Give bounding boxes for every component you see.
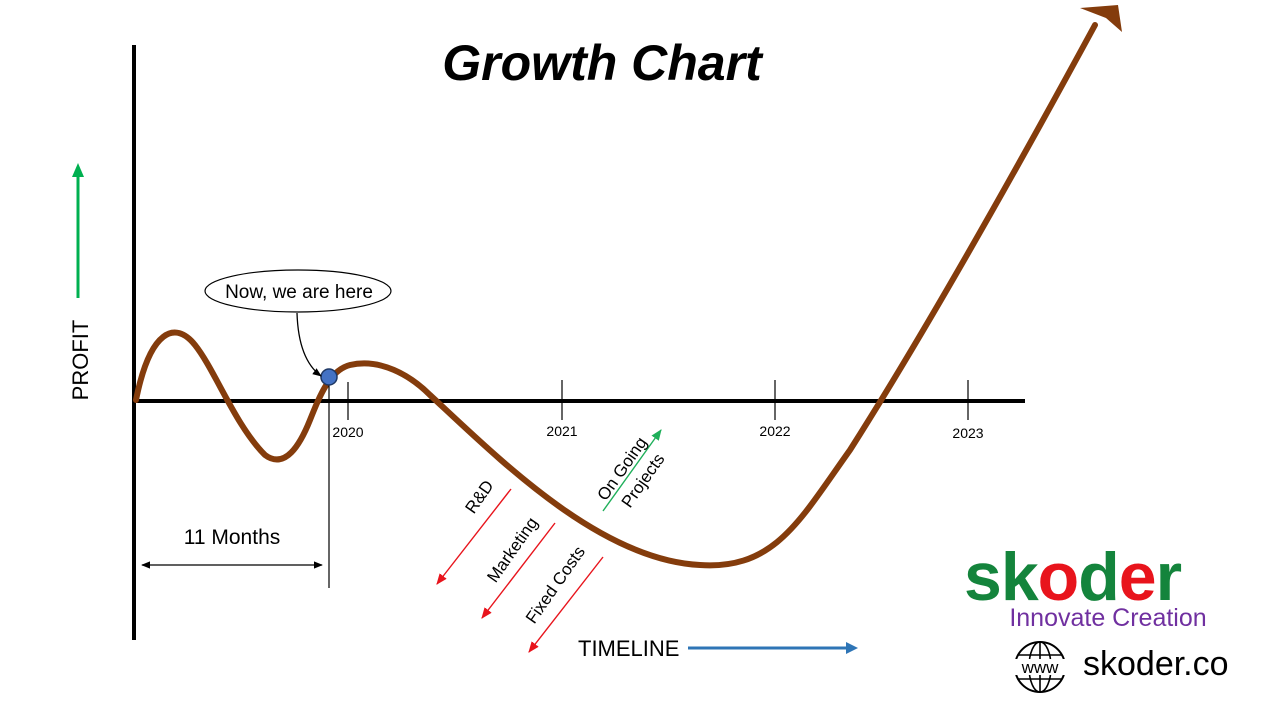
profit-arrow-head: [72, 163, 84, 177]
fixed-costs-label: Fixed Costs: [522, 543, 589, 627]
current-position-marker: [320, 368, 338, 386]
ongoing-projects-arrow: [602, 429, 662, 512]
ongoing-projects-label: On Going Projects: [593, 430, 673, 518]
y-axis-label: PROFIT: [68, 320, 93, 401]
brand-logo: skoder: [964, 539, 1182, 615]
curve-arrow-head: [1080, 5, 1122, 32]
marketing-arrow: [481, 522, 556, 619]
www-label: www: [1021, 658, 1060, 677]
now-callout-bubble: [204, 269, 392, 313]
profit-curve: [133, 22, 1098, 569]
duration-label: 11 Months: [184, 526, 281, 549]
timeline-arrow-head: [846, 642, 858, 654]
x-tick-label-2020: 2020: [332, 424, 363, 440]
brand-tagline: Innovate Creation: [1009, 604, 1206, 632]
fixed-costs-arrow: [528, 556, 604, 653]
marketing-label: Marketing: [483, 514, 541, 586]
globe-icon: [1010, 641, 1070, 693]
website-url[interactable]: skoder.co: [1083, 645, 1229, 683]
now-callout-text: Now, we are here: [225, 282, 373, 303]
now-callout-pointer: [296, 312, 322, 377]
chart-title: Growth Chart: [442, 35, 764, 91]
x-tick-label-2023: 2023: [952, 425, 983, 441]
rd-label: R&D: [461, 477, 497, 517]
rd-arrow: [436, 488, 512, 585]
x-tick-label-2022: 2022: [759, 423, 790, 439]
x-tick-label-2021: 2021: [546, 423, 577, 439]
x-axis-label: TIMELINE: [578, 636, 679, 661]
